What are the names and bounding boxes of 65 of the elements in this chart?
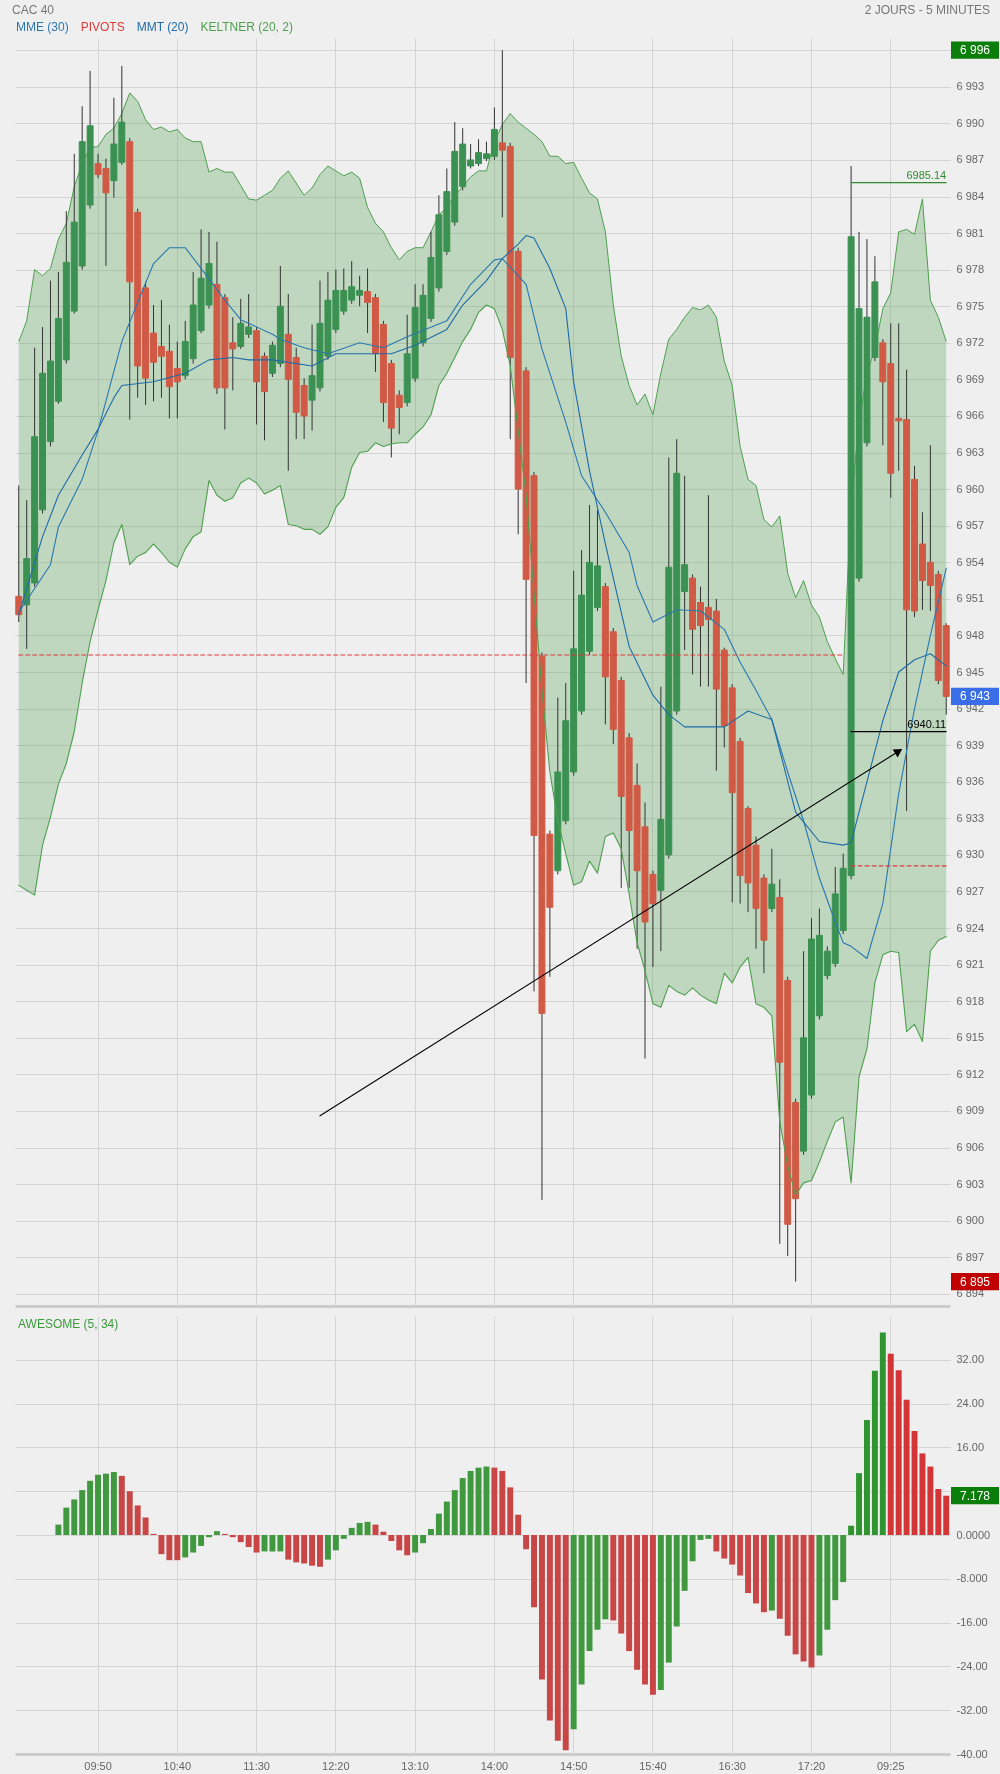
y-tick-label: 6 915 (956, 1031, 985, 1044)
data-label: 6985.14 (906, 168, 947, 181)
y-tick-label: 6 903 (956, 1177, 985, 1190)
y-tick-label: 6 960 (956, 482, 985, 495)
y-tick-label: 6 912 (956, 1067, 985, 1080)
y-tick-label: -40.00 (956, 1747, 988, 1760)
y-tick-label: 6 969 (956, 372, 985, 385)
x-tick-label: 15:40 (639, 1759, 667, 1772)
y-tick-label: 6 948 (956, 628, 985, 641)
text: MME (30) (16, 20, 69, 34)
text: MMT (20) (136, 20, 189, 34)
y-tick-label: 6 933 (956, 811, 985, 824)
y-tick-label: 6 906 (956, 1141, 985, 1153)
y-tick-label: 6 993 (956, 80, 985, 93)
y-tick-label: 6 927 (956, 884, 985, 897)
y-tick-label: 6 981 (956, 226, 985, 239)
y-tick-label: 6 978 (956, 263, 985, 276)
y-tick-label: 6 924 (956, 921, 985, 934)
y-tick-label: 6 930 (956, 848, 985, 861)
chart-subtitle: 2 JOURS - 5 MINUTES (864, 3, 990, 17)
x-tick-label: 09:50 (84, 1759, 112, 1772)
y-tick-label: -32.00 (956, 1703, 988, 1716)
y-tick-label: 6 984 (956, 190, 985, 202)
y-tick-label: 16.00 (956, 1440, 985, 1453)
x-tick-label: 17:20 (797, 1759, 826, 1772)
x-tick-label: 12:20 (322, 1759, 350, 1772)
y-tick-label: -16.00 (956, 1616, 988, 1629)
y-tick-label: 0.0000 (956, 1528, 991, 1541)
y-tick-label: 6 954 (956, 555, 985, 568)
y-tick-label: 6 963 (956, 446, 985, 459)
text: 7.178 (959, 1488, 991, 1503)
text: 6 996 (959, 43, 991, 58)
y-tick-label: 6 990 (956, 116, 985, 129)
x-tick-label: 14:50 (559, 1759, 588, 1772)
text: PIVOTS (80, 20, 125, 34)
y-tick-label: 6 945 (956, 665, 985, 678)
y-tick-label: 24.00 (956, 1397, 985, 1410)
y-tick-label: 6 966 (956, 409, 985, 422)
y-tick-label: 6 909 (956, 1104, 985, 1117)
y-tick-label: -24.00 (956, 1659, 988, 1672)
y-tick-label: 6 936 (956, 775, 985, 788)
y-tick-label: 6 897 (956, 1250, 985, 1263)
x-tick-label: 09:25 (876, 1759, 905, 1772)
y-tick-label: 6 972 (956, 336, 985, 349)
text: 6 895 (959, 1274, 991, 1289)
y-tick-label: 6 975 (956, 299, 985, 312)
text: 6 943 (959, 689, 991, 704)
x-tick-label: 14:00 (480, 1759, 509, 1772)
y-tick-label: -8.000 (956, 1572, 988, 1585)
y-tick-label: 6 939 (956, 738, 985, 751)
y-tick-label: 6 918 (956, 994, 985, 1007)
x-tick-label: 11:30 (243, 1759, 270, 1772)
chart-title: CAC 40 (12, 3, 55, 17)
data-label: 6940.11 (907, 717, 947, 730)
y-tick-label: 6 987 (956, 153, 985, 166)
text: KELTNER (20, 2) (200, 20, 293, 34)
y-tick-label: 6 900 (956, 1214, 985, 1227)
y-tick-label: 6 921 (956, 958, 985, 971)
y-tick-label: 6 951 (956, 592, 985, 605)
y-tick-label: 6 957 (956, 519, 985, 532)
x-tick-label: 16:30 (718, 1759, 746, 1772)
x-tick-label: 10:40 (163, 1759, 192, 1772)
y-tick-label: 32.00 (956, 1353, 985, 1366)
x-tick-label: 13:10 (401, 1759, 429, 1772)
chart-title: AWESOME (5, 34) (18, 1317, 119, 1331)
